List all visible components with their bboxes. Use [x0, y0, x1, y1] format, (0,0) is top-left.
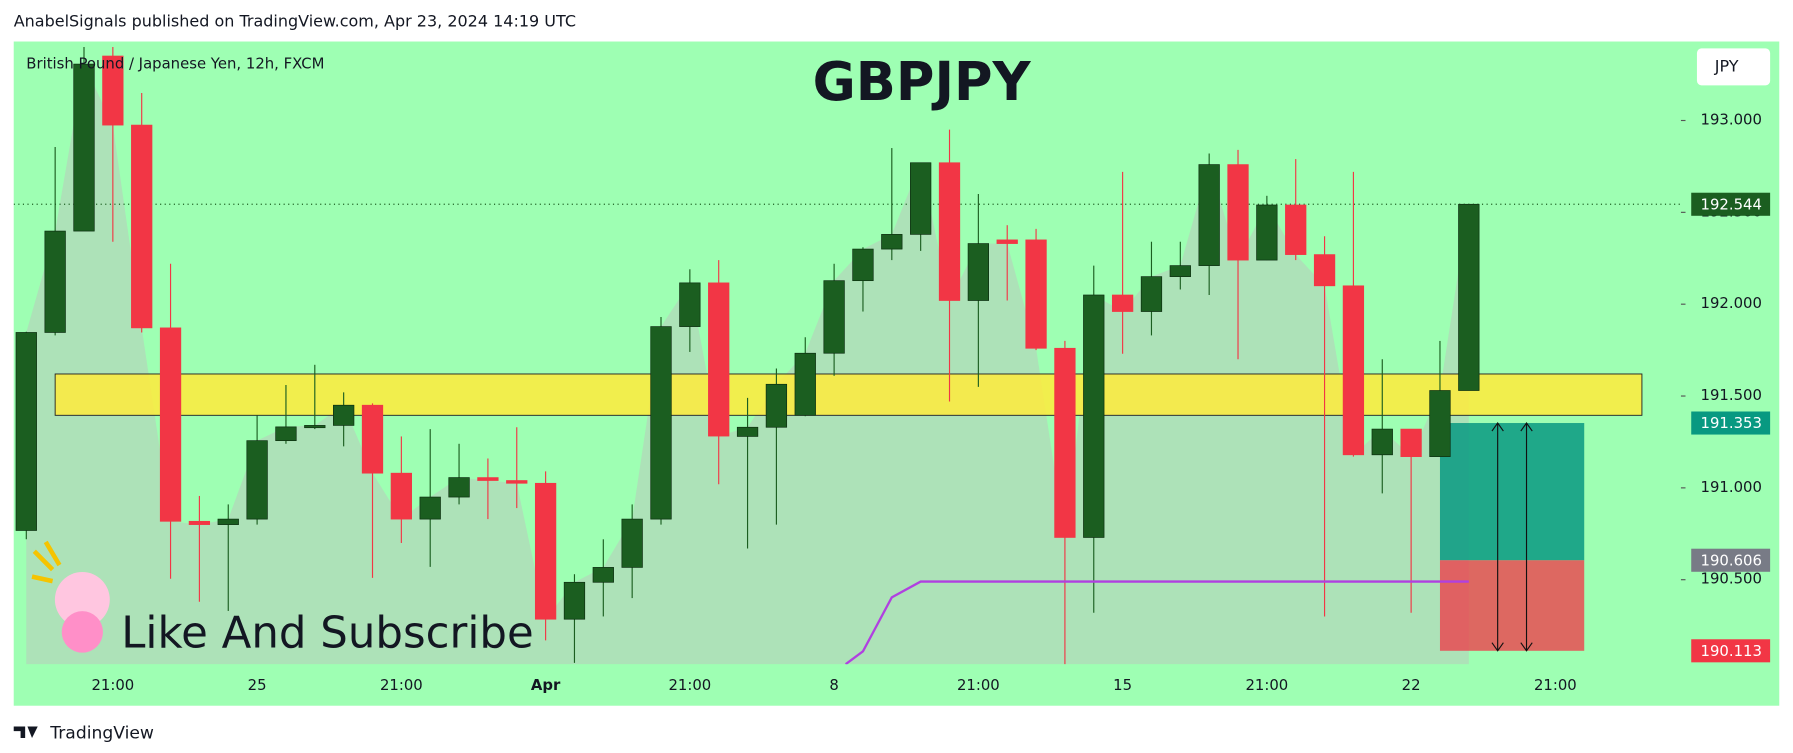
candle-body — [967, 243, 989, 301]
candle-body — [1111, 294, 1134, 312]
publish-header: AnabelSignals published on TradingView.c… — [14, 11, 576, 30]
currency-box[interactable] — [1696, 48, 1771, 86]
candle-body — [534, 482, 557, 620]
y-tick-label: 191.500 — [1701, 386, 1762, 404]
x-tick-label: 21:00 — [91, 676, 134, 694]
candle-body — [563, 581, 586, 620]
candle-body — [881, 234, 903, 250]
candle-body — [794, 352, 816, 416]
candle-body — [765, 383, 788, 428]
candle-body — [910, 162, 932, 235]
candle-body — [1285, 204, 1307, 255]
candle-body — [1083, 294, 1105, 538]
x-tick-label: 22 — [1402, 676, 1421, 694]
candle-body — [304, 425, 326, 429]
candle-body — [708, 282, 730, 437]
target-price-tag: 191.353 — [1701, 414, 1762, 432]
symbol-description: British Pound / Japanese Yen, 12h, FXCM — [26, 55, 324, 73]
candle-body — [1256, 204, 1278, 261]
candle-body — [650, 326, 672, 520]
x-tick-label: 25 — [248, 676, 267, 694]
x-tick-label: Apr — [531, 676, 561, 694]
last-price-tag: 192.544 — [1701, 195, 1762, 213]
plot-area — [13, 47, 1681, 665]
candle-body — [1313, 254, 1336, 287]
candle-body — [73, 63, 95, 232]
candle-body — [275, 426, 297, 442]
x-tick-label: 8 — [829, 676, 838, 694]
x-tick-label: 21:00 — [1245, 676, 1288, 694]
candle-body — [15, 332, 37, 531]
candle-body — [390, 472, 412, 520]
x-tick-label: 21:00 — [380, 676, 423, 694]
stop-price-tag: 190.113 — [1701, 642, 1762, 660]
candle-body — [1227, 164, 1249, 261]
candle-body — [592, 567, 614, 583]
candle-body — [823, 280, 845, 354]
tv-logo — [13, 726, 38, 739]
candle-body — [419, 496, 441, 520]
x-tick-label: 21:00 — [1534, 676, 1577, 694]
footer-brand: TradingView — [49, 723, 154, 743]
sticker — [31, 540, 110, 653]
target-box — [1439, 423, 1585, 561]
candle-body — [159, 327, 182, 522]
entry-price-tag-bg — [1691, 548, 1771, 572]
candle-body — [1198, 164, 1220, 266]
entry-price-tag: 190.606 — [1701, 551, 1762, 569]
candle-body — [1140, 276, 1163, 312]
y-tick-label: 190.500 — [1701, 570, 1762, 588]
candle-body — [621, 518, 643, 568]
candle-body — [188, 520, 211, 525]
candle-body — [938, 162, 961, 301]
candle-body — [1429, 390, 1451, 457]
candle-body — [333, 404, 355, 426]
candle-body — [506, 480, 528, 484]
arrow — [1491, 422, 1504, 652]
x-tick-label: 21:00 — [668, 676, 711, 694]
candle-body — [1054, 347, 1076, 538]
indicator-line — [844, 580, 1469, 665]
candle-body — [448, 477, 470, 498]
range-arrow — [1520, 422, 1533, 652]
candle-body — [477, 477, 499, 481]
candle-body — [852, 248, 874, 282]
candle-body — [1458, 203, 1480, 391]
candle-body — [217, 518, 239, 525]
candle-body — [996, 239, 1018, 244]
range-arrow — [1491, 422, 1504, 652]
candle-body — [131, 124, 153, 329]
candle-body — [1169, 265, 1191, 277]
candle-body — [1025, 239, 1047, 349]
x-tick-label: 15 — [1113, 676, 1132, 694]
chart-title: GBPJPY — [813, 52, 1032, 113]
y-tick-label: 191.000 — [1701, 478, 1762, 496]
candle-body — [1400, 428, 1422, 457]
arrow — [1520, 422, 1533, 652]
candle-body — [246, 440, 268, 520]
watermark: Like And Subscribe — [121, 608, 533, 658]
candle-body — [1342, 285, 1365, 456]
candle-body — [736, 426, 759, 437]
candle-body — [102, 55, 124, 126]
y-tick-label: 193.000 — [1701, 110, 1762, 128]
supply-zone — [54, 373, 1643, 416]
candle-body — [361, 404, 384, 474]
close-area — [26, 64, 1469, 665]
x-tick-label: 21:00 — [957, 676, 1000, 694]
y-tick-label: 192.000 — [1701, 294, 1762, 312]
candle-body — [44, 230, 66, 333]
candle-body — [679, 282, 701, 327]
candle-body — [1371, 428, 1393, 456]
stop-price-tag-bg — [1691, 639, 1771, 663]
stop-box — [1439, 560, 1585, 651]
currency-label[interactable]: JPY — [1714, 56, 1739, 75]
last-price-tag-bg — [1691, 192, 1771, 216]
target-price-tag-bg — [1691, 411, 1771, 435]
